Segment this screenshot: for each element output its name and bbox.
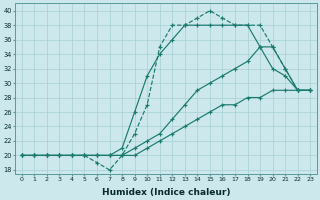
X-axis label: Humidex (Indice chaleur): Humidex (Indice chaleur)	[102, 188, 230, 197]
